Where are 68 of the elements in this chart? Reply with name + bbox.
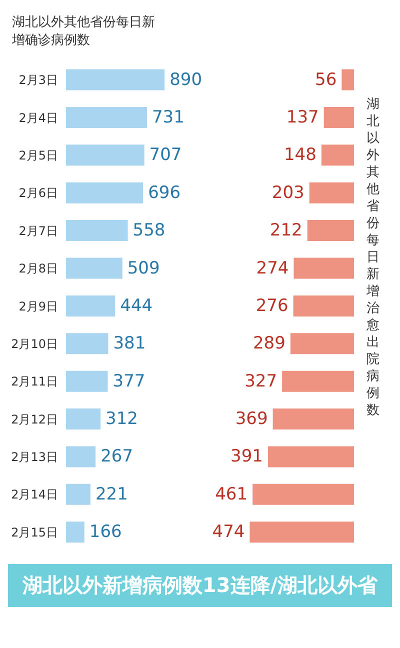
data-label: 731 — [152, 107, 184, 128]
bar — [66, 144, 144, 166]
data-label: 461 — [215, 484, 248, 504]
y-tick-label: 2月8日 — [18, 262, 58, 276]
data-label: 56 — [315, 70, 337, 90]
bar — [66, 258, 122, 279]
bar — [66, 69, 165, 90]
y-tick-label: 2月12日 — [11, 412, 58, 426]
bar — [66, 295, 116, 316]
data-label: 148 — [284, 145, 316, 166]
data-label: 312 — [106, 409, 138, 430]
data-label: 289 — [252, 334, 286, 354]
y-tick-label: 2月14日 — [11, 488, 58, 502]
data-label: 381 — [113, 334, 146, 354]
bar — [66, 484, 90, 505]
data-label: 203 — [272, 182, 304, 203]
bar — [294, 258, 354, 279]
y-tick-label: 2月6日 — [18, 186, 58, 200]
data-label: 377 — [112, 371, 146, 392]
bar — [324, 106, 354, 128]
bar — [66, 333, 108, 354]
bar — [250, 522, 354, 543]
bar — [321, 144, 354, 166]
bar — [252, 484, 354, 505]
bar — [66, 408, 101, 430]
bar — [293, 295, 354, 316]
data-label: 137 — [286, 107, 319, 128]
text: 湖北以外新增病例数13连降/湖北以外省 — [8, 564, 392, 607]
data-label: 166 — [89, 522, 122, 542]
data-label: 391 — [230, 446, 263, 467]
bar — [268, 446, 354, 468]
y-tick-label: 2月13日 — [11, 450, 58, 464]
data-label: 890 — [170, 70, 202, 90]
chart-title: 湖北以外其他省份每日新增治愈出院病例数 — [366, 97, 380, 418]
chart-title: 湖北以外其他省份每日新增确诊病例数 — [11, 14, 156, 50]
y-tick-label: 2月5日 — [18, 148, 58, 162]
bar — [309, 182, 354, 204]
y-tick-label: 2月3日 — [18, 73, 58, 88]
bar — [66, 182, 144, 204]
data-label: 221 — [95, 484, 128, 504]
data-label: 444 — [120, 296, 153, 316]
y-tick-label: 2月4日 — [18, 110, 58, 125]
y-tick-label: 2月15日 — [11, 525, 58, 540]
data-label: 327 — [244, 371, 278, 392]
data-label: 274 — [256, 258, 289, 278]
data-label: 696 — [148, 182, 181, 203]
data-label: 276 — [256, 296, 288, 316]
data-label: 509 — [127, 258, 160, 278]
y-tick-label: 2月10日 — [11, 336, 58, 351]
bar — [66, 446, 96, 468]
y-tick-label: 2月9日 — [18, 299, 58, 314]
data-label: 369 — [235, 409, 268, 430]
y-tick-label: 2月7日 — [18, 224, 58, 238]
bar — [66, 370, 108, 392]
bar — [290, 333, 354, 354]
data-label: 558 — [132, 220, 166, 241]
y-tick-label: 2月11日 — [11, 374, 58, 389]
bar — [66, 106, 147, 128]
data-label: 212 — [270, 220, 302, 241]
data-label: 474 — [212, 522, 245, 542]
bar — [66, 220, 128, 242]
bar — [342, 69, 354, 90]
bar — [307, 220, 354, 242]
bar — [282, 370, 354, 392]
data-label: 267 — [100, 446, 134, 467]
bar — [272, 408, 354, 430]
bar — [66, 522, 84, 543]
data-label: 707 — [149, 145, 182, 166]
